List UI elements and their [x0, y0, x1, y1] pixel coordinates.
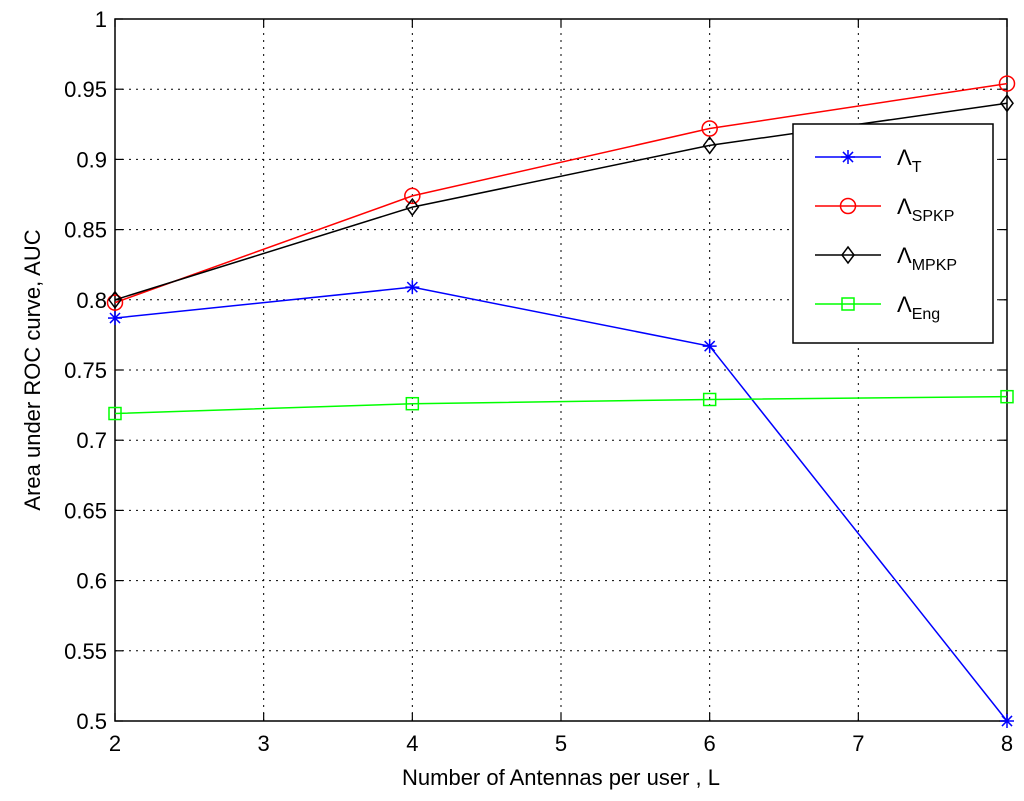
- series-t: [108, 280, 1014, 728]
- data-point: [701, 120, 718, 137]
- legend-box: [792, 123, 994, 344]
- x-tick-label: 3: [258, 731, 270, 756]
- series-eng: [108, 389, 1014, 421]
- data-point: [108, 311, 122, 326]
- data-point: [998, 75, 1016, 92]
- y-tick-label: 0.75: [64, 358, 107, 383]
- y-tick-label: 0.85: [64, 218, 107, 243]
- data-point: [1000, 93, 1014, 113]
- legend-label: ΛEng: [897, 292, 940, 323]
- x-tick-label: 4: [406, 731, 418, 756]
- series-line: [114, 395, 1008, 415]
- legend-swatch-marker: [841, 297, 855, 311]
- x-tick-label: 5: [555, 731, 567, 756]
- legend-label: ΛT: [897, 145, 922, 176]
- y-tick-label: 0.8: [76, 288, 107, 313]
- y-tick-label: 0.5: [76, 709, 107, 734]
- data-point: [405, 280, 420, 295]
- legend-swatch-marker: [841, 245, 855, 265]
- y-tick-label: 0.65: [64, 498, 107, 523]
- legend: ΛT ΛSPKP ΛMPKP ΛEng: [792, 123, 994, 344]
- y-tick-label: 0.55: [64, 639, 107, 664]
- data-point: [108, 290, 122, 310]
- legend-entry-mpkp: ΛMPKP: [815, 243, 957, 274]
- data-point: [405, 197, 420, 217]
- data-point: [405, 396, 420, 411]
- data-point: [1000, 714, 1014, 728]
- legend-entry-t: ΛT: [815, 145, 922, 176]
- y-tick-label: 0.9: [76, 147, 107, 172]
- series-line: [114, 286, 1008, 722]
- data-point: [106, 294, 124, 311]
- y-tick-labels: 0.5 0.55 0.6 0.65 0.7 0.75 0.8 0.85 0.9 0.95 1: [64, 7, 107, 734]
- x-tick-label: 7: [852, 731, 864, 756]
- plot-border: [114, 18, 1008, 722]
- data-point: [108, 406, 122, 421]
- data-point: [702, 339, 717, 354]
- x-tick-label: 6: [704, 731, 716, 756]
- data-point: [404, 187, 421, 205]
- data-point: [702, 136, 717, 155]
- y-tick-label: 0.95: [64, 77, 107, 102]
- legend-items: ΛT ΛSPKP ΛMPKP ΛEng: [815, 145, 957, 323]
- y-tick-label: 0.6: [76, 569, 107, 594]
- x-axis-label: Number of Antennas per user , L: [402, 765, 720, 790]
- series-line: [114, 82, 1008, 304]
- x-tick-labels: 2 3 4 5 6 7 8: [109, 731, 1013, 756]
- legend-entry-spkp: ΛSPKP: [815, 194, 954, 225]
- legend-entry-eng: ΛEng: [815, 292, 940, 323]
- legend-label: ΛMPKP: [897, 243, 957, 274]
- y-tick-label: 1: [95, 7, 107, 32]
- data-point: [1000, 389, 1014, 404]
- y-axis-label: Area under ROC curve, AUC: [20, 229, 45, 510]
- y-tick-label: 0.7: [76, 428, 107, 453]
- x-tick-label: 2: [109, 731, 121, 756]
- legend-label: ΛSPKP: [897, 194, 954, 225]
- legend-swatch-marker: [839, 197, 857, 215]
- series-spkp: [106, 75, 1016, 311]
- x-tick-label: 8: [1001, 731, 1013, 756]
- legend-swatch-marker: [841, 150, 855, 164]
- data-point: [702, 392, 717, 407]
